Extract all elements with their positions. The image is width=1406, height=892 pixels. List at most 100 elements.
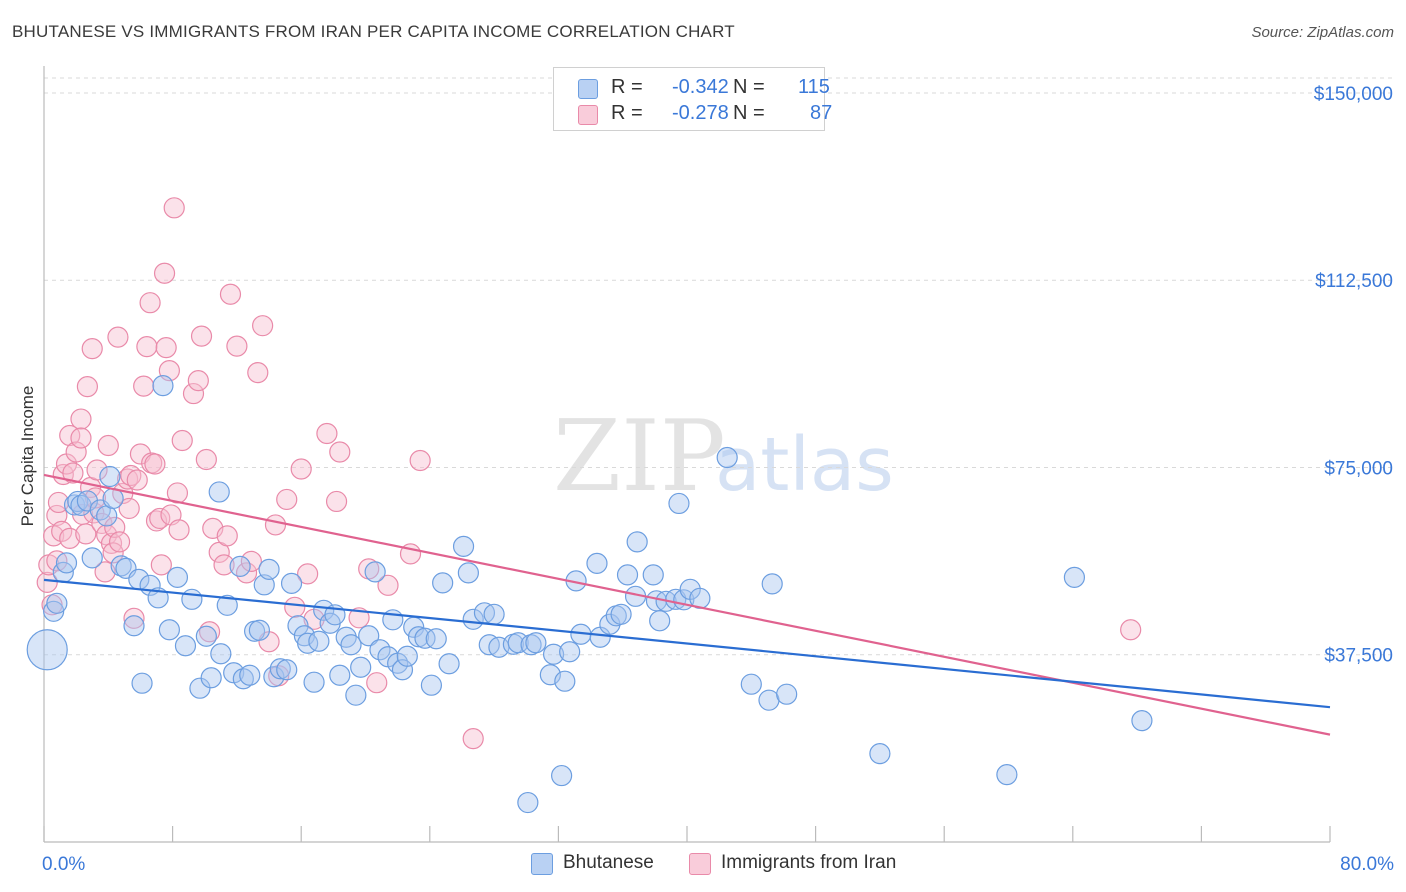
iran-point — [409, 449, 431, 472]
bhutanese-point — [869, 743, 891, 765]
iran-point — [366, 672, 388, 694]
bhutanese-point — [313, 599, 335, 621]
series-bhutanese-points — [26, 374, 1153, 814]
bhutanese-point — [248, 619, 271, 641]
bhutanese-point — [554, 670, 576, 692]
iran-point — [76, 375, 99, 398]
iran-point — [144, 453, 166, 475]
bhutanese-point — [232, 668, 254, 690]
bhutanese-point — [452, 535, 475, 557]
bhutanese-point — [216, 594, 238, 616]
iran-point — [129, 443, 152, 465]
bhutanese-point — [55, 552, 78, 574]
iran-point — [329, 441, 351, 463]
bhutanese-point — [195, 625, 217, 647]
bhutanese-point — [438, 653, 460, 675]
legend-n-label: N = — [733, 102, 765, 124]
legend-r-label: R = — [611, 102, 643, 124]
iran-point — [155, 337, 177, 359]
bhutanese-point — [462, 608, 484, 630]
iran-trend-line — [43, 473, 1331, 736]
iran-point — [65, 441, 87, 463]
bhutanese-point — [350, 656, 372, 678]
iran-point — [75, 523, 97, 545]
bhutanese-point — [152, 374, 174, 397]
bhutanese-point — [63, 494, 86, 516]
iran-point — [97, 434, 119, 457]
bhutanese-point — [420, 674, 443, 696]
iran-point — [86, 459, 108, 481]
x-tick-labels: 0.0% 80.0% — [42, 854, 1394, 875]
bhutanese-point — [200, 667, 222, 689]
legend-r-value: -0.278 — [672, 102, 729, 124]
iran-point — [226, 335, 248, 357]
iran-point — [462, 728, 484, 750]
bhutanese-point — [147, 587, 169, 609]
bhutanese-point — [551, 764, 573, 787]
iran-point — [133, 375, 155, 397]
iran-point — [213, 554, 235, 576]
bhutanese-point — [158, 619, 180, 641]
iran-point — [182, 382, 205, 405]
iran-point — [168, 519, 190, 541]
bhutanese-point — [131, 672, 153, 694]
legend-r-label: R = — [611, 76, 643, 98]
iran-point — [94, 561, 116, 583]
bhutanese-point — [340, 634, 362, 656]
iran-point — [377, 574, 399, 596]
bhutanese-point — [559, 641, 581, 663]
legend-swatch-pink — [578, 105, 598, 125]
iran-point — [62, 462, 84, 484]
iran-point — [126, 469, 148, 491]
iran-point — [123, 607, 145, 629]
bhutanese-point — [208, 481, 230, 503]
iran-point — [108, 531, 131, 553]
bhutanese-point — [166, 566, 189, 588]
bhutanese-point — [364, 561, 386, 583]
bhutanese-point — [517, 791, 539, 814]
iran-point — [36, 571, 58, 593]
bhutanese-trend-line — [43, 578, 1331, 709]
iran-point — [264, 514, 287, 536]
legend-swatch-blue — [531, 853, 553, 875]
iran-point — [1120, 619, 1142, 641]
bhutanese-point — [425, 628, 447, 650]
iran-point — [190, 325, 213, 347]
trend-lines — [43, 473, 1331, 736]
bhutanese-point — [758, 689, 780, 711]
correlation-legend: R = -0.342 N = 115 R = -0.278 N = 87 — [553, 67, 832, 131]
iran-point — [150, 554, 172, 576]
iran-point — [107, 326, 129, 348]
bhutanese-point — [391, 659, 414, 681]
bhutanese-point — [457, 562, 479, 584]
bhutanese-point — [210, 643, 232, 665]
bhutanese-point — [740, 673, 762, 695]
bhutanese-point — [181, 588, 203, 610]
iran-point — [316, 422, 338, 445]
bhutanese-point — [716, 446, 738, 469]
chart-title: BHUTANESE VS IMMIGRANTS FROM IRAN PER CA… — [12, 22, 735, 41]
series-iran-points — [36, 197, 1142, 750]
legend-r-value: -0.342 — [672, 76, 729, 98]
iran-point — [171, 429, 193, 452]
iran-point — [136, 336, 158, 358]
iran-point — [235, 562, 258, 584]
iran-point — [118, 497, 140, 520]
bhutanese-point — [303, 671, 325, 693]
axes — [43, 66, 1331, 843]
legend-n-value: 87 — [810, 102, 833, 124]
iran-point — [247, 362, 269, 384]
iran-point — [284, 596, 306, 618]
bhutanese-point — [269, 658, 291, 680]
iran-point — [163, 197, 185, 219]
y-tick-labels: $37,500 $75,000 $112,500 $150,000 — [1314, 84, 1393, 667]
series-legend: Bhutanese Immigrants from Iran — [0, 852, 1406, 878]
x-tick-label-min: 0.0% — [42, 854, 85, 875]
bhutanese-point — [616, 564, 639, 586]
y-tick-label: $75,000 — [1324, 458, 1393, 479]
bhutanese-point — [46, 592, 68, 614]
bhutanese-point — [229, 555, 251, 577]
bhutanese-point — [776, 683, 798, 705]
bhutanese-point — [369, 639, 391, 661]
